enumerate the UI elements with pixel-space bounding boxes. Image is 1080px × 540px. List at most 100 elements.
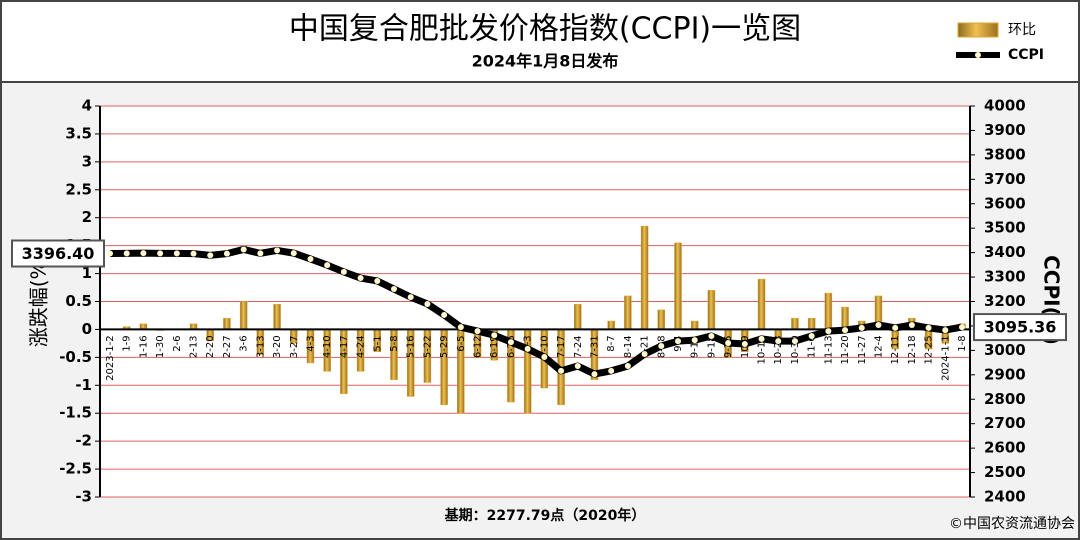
ccpi-point [507,339,514,346]
x-tick-label: 2-6 [172,335,183,351]
bar [273,304,281,330]
y-tick-label: 0.5 [65,292,92,310]
bar [657,309,666,330]
ccpi-point [424,300,431,307]
bar [574,304,582,330]
bar [807,318,816,330]
y-tick-label: -3 [75,488,92,506]
x-tick-label: 3-13 [255,335,266,358]
x-tick-label: 2024-1-1 [940,335,951,380]
ccpi-point [123,250,130,257]
ccpi-point [842,327,849,334]
ccpi-point [624,363,631,370]
y-tick-label: 0 [82,320,92,338]
y-tick-label: 3.5 [65,124,92,142]
x-tick-label: 4-17 [339,335,350,358]
x-tick-label: 6-5 [456,335,467,351]
x-tick-label: 5-22 [422,335,433,358]
ccpi-point [407,294,414,301]
x-tick-label: 11-20 [840,335,851,364]
ccpi-point [274,247,281,254]
x-tick-label: 9-11 [690,335,701,358]
bar [757,278,766,330]
ccpi-point [524,345,531,352]
y2-tick-label: 2700 [984,414,1026,432]
bar [690,320,699,330]
x-tick-label: 7-3 [523,335,534,351]
y2-tick-label: 3300 [984,268,1026,286]
x-tick-label: 12-18 [907,335,918,364]
ccpi-point [190,250,197,257]
legend-swatch [957,22,999,38]
ccpi-point [324,262,331,269]
x-tick-label: 4-24 [356,335,367,358]
x-tick-label: 8-7 [606,335,617,351]
ccpi-point [858,324,865,331]
y2-tick-label: 3400 [984,243,1026,261]
x-tick-label: 5-1 [372,335,383,351]
ccpi-point [574,363,581,370]
bar [674,242,682,330]
x-tick-label: 4-10 [322,335,333,358]
y2-tick-label: 3200 [984,292,1026,310]
legend-dot [975,52,981,58]
y2-tick-label: 3500 [984,219,1026,237]
ccpi-point [758,335,765,342]
bar [607,320,615,330]
x-tick-label: 3-27 [289,335,300,358]
x-tick-label: 3-6 [239,335,250,351]
ccpi-point [925,324,932,331]
chart-subtitle: 2024年1月8日发布 [472,52,619,71]
y2-tick-label: 3000 [984,341,1026,359]
bar [841,306,849,330]
x-tick-label: 10-23 [773,335,784,364]
y2-tick-label: 4000 [984,97,1026,115]
x-tick-label: 2023-1-2 [105,335,116,380]
ccpi-point [591,371,598,378]
footnote: 基期：2277.79点（2020年） [445,507,646,524]
y-tick-label: 2 [82,208,92,226]
y2-tick-label: 2900 [984,365,1026,383]
x-tick-label: 1-30 [155,335,166,358]
ccpi-point [725,340,732,347]
x-tick-label: 2-27 [222,335,233,358]
bar [223,318,231,330]
y-axis-label: 涨跌幅(%) [27,253,51,348]
ccpi-point [708,332,715,339]
x-tick-label: 11-27 [857,335,868,364]
y2-tick-label: 2400 [984,488,1026,506]
x-tick-label: 7-31 [589,335,600,358]
ccpi-point [875,321,882,328]
ccpi-point [357,275,364,282]
x-tick-label: 2-20 [205,335,216,358]
ccpi-point [808,332,815,339]
y2-tick-label: 3700 [984,170,1026,188]
x-tick-label: 2-13 [189,335,200,358]
ccpi-point [741,341,748,348]
ccpi-point [107,250,113,257]
ccpi-point [207,252,214,259]
ccpi-point [791,338,798,345]
chart-title: 中国复合肥批发价格指数(CCPI)一览图 [289,12,801,47]
bar [707,290,716,330]
x-tick-label: 5-29 [439,335,450,358]
legend-label: CCPI [1008,47,1044,63]
value-label-box [973,313,1067,342]
ccpi-point [675,338,681,345]
ccpi-point [340,268,347,275]
ccpi-point [541,353,548,360]
y2-tick-label: 2800 [984,390,1026,408]
x-tick-label: 12-25 [924,335,935,364]
y-tick-label: -0.5 [59,348,92,366]
x-tick-label: 8-21 [640,335,651,358]
x-tick-label: 11-6 [807,335,818,358]
value-label: 3095.36 [984,318,1057,337]
bar [624,295,632,330]
value-label-box [11,239,105,268]
ccpi-point [240,246,247,253]
ccpi-point [307,255,314,262]
ccpi-point [775,338,782,345]
header-box [0,0,1080,83]
x-tick-label: 5-8 [389,335,400,351]
ccpi-point [441,311,448,318]
